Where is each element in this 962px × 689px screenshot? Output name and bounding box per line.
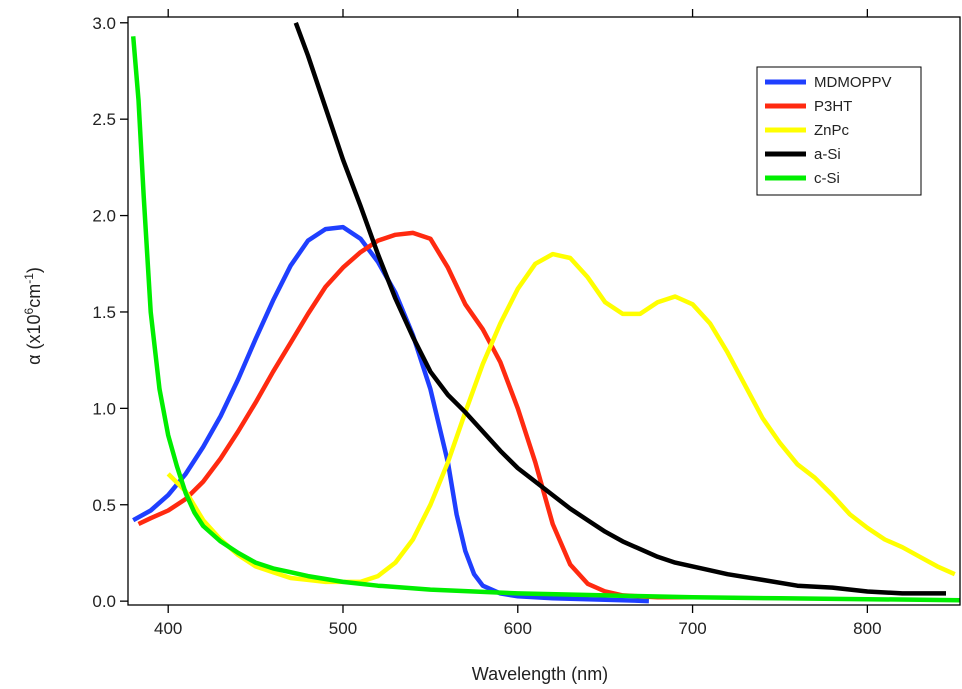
legend-label-znpc: ZnPc	[814, 122, 850, 139]
plot-frame	[127, 16, 961, 606]
y-tick-label: 2.0	[92, 207, 116, 226]
legend-label-mdmoppv: MDMOPPV	[814, 74, 892, 91]
legend-label-a-si: a-Si	[814, 146, 841, 163]
y-tick-label: 2.5	[92, 110, 116, 129]
series-line-znpc	[166, 251, 956, 585]
y-tick-label: 0.0	[92, 592, 116, 611]
legend: MDMOPPV P3HT ZnPc a-Si c-Si	[756, 66, 922, 196]
y-axis-title-mid: cm	[24, 284, 44, 308]
x-tick-label: 500	[329, 619, 357, 638]
legend-label-c-si: c-Si	[814, 170, 840, 187]
y-tick-label: 1.0	[92, 399, 116, 418]
axes-layer	[127, 16, 961, 606]
legend-label-p3ht: P3HT	[814, 98, 852, 115]
x-tick-label: 400	[154, 619, 182, 638]
y-tick-label: 3.0	[92, 14, 116, 33]
series-line-c-si	[130, 36, 961, 603]
x-tick-label: 600	[504, 619, 532, 638]
y-axis-title: α (x106cm-1)	[22, 267, 44, 365]
y-axis-title-main: α (x10	[24, 314, 44, 364]
y-axis-title-sup1: 6	[22, 307, 36, 314]
y-tick-label: 0.5	[92, 496, 116, 515]
y-axis-title-end: )	[24, 267, 44, 273]
x-axis-title: Wavelength (nm)	[472, 664, 608, 684]
y-tick-label: 1.5	[92, 303, 116, 322]
y-axis-title-sup2: -1	[22, 273, 36, 284]
x-tick-label: 800	[853, 619, 881, 638]
series-line-p3ht	[137, 230, 693, 600]
series-line-a-si	[293, 22, 946, 596]
ticks-layer: 400 500 600 700 800 0.0 0.5 1.0 1.5 2.0 2.5 3.0	[92, 9, 882, 638]
series-layer	[130, 22, 961, 604]
x-tick-label: 700	[678, 619, 706, 638]
